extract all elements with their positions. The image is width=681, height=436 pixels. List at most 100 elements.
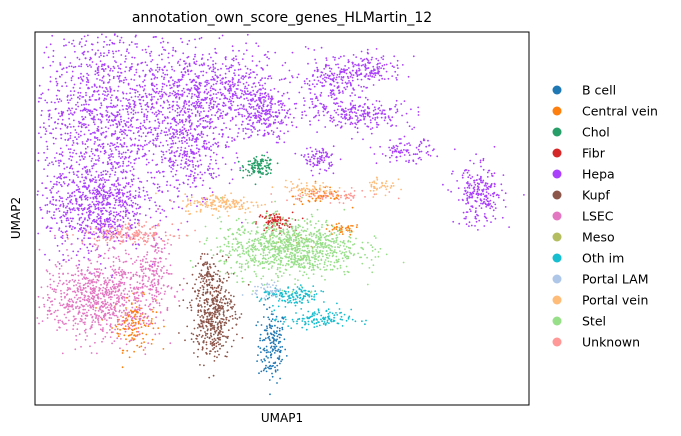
point: [329, 74, 331, 77]
point: [278, 327, 281, 330]
point: [112, 104, 115, 107]
point: [382, 55, 385, 57]
point: [313, 49, 316, 51]
point: [122, 41, 125, 44]
point: [195, 63, 197, 66]
point: [464, 217, 467, 220]
point: [88, 190, 91, 193]
point: [97, 74, 100, 76]
point: [172, 104, 175, 107]
point: [163, 66, 166, 69]
point: [374, 113, 377, 116]
point: [427, 153, 430, 156]
point: [212, 127, 215, 130]
point: [99, 177, 102, 180]
point: [465, 202, 467, 205]
point: [391, 65, 394, 68]
point: [130, 120, 133, 122]
point: [95, 86, 98, 89]
point: [395, 155, 398, 158]
point: [95, 203, 97, 206]
point: [202, 133, 205, 136]
point: [144, 139, 147, 142]
point: [210, 149, 213, 152]
point: [371, 103, 374, 106]
point: [354, 126, 357, 129]
point: [53, 175, 56, 178]
point: [144, 198, 146, 201]
point: [411, 128, 414, 131]
point: [123, 131, 125, 134]
point: [131, 173, 134, 176]
point: [345, 72, 348, 75]
series-central-vein: [95, 180, 358, 369]
point: [169, 146, 172, 149]
point: [67, 219, 70, 222]
point: [46, 197, 48, 200]
point: [37, 232, 40, 235]
point: [106, 105, 108, 108]
point: [266, 333, 269, 336]
point: [270, 129, 273, 132]
point: [178, 80, 181, 83]
point: [118, 153, 120, 155]
point: [86, 140, 88, 143]
point: [99, 217, 101, 220]
point: [301, 203, 304, 206]
point: [72, 226, 74, 228]
point: [102, 46, 105, 48]
point: [260, 359, 263, 361]
point: [170, 86, 173, 89]
point: [72, 179, 75, 182]
point: [161, 95, 164, 98]
point: [117, 49, 120, 52]
point: [351, 122, 354, 125]
point: [351, 111, 354, 114]
point: [409, 144, 411, 147]
point: [180, 166, 182, 169]
point: [77, 190, 80, 193]
point: [86, 169, 89, 171]
point: [281, 328, 284, 331]
point: [183, 102, 186, 105]
point: [197, 303, 200, 305]
point: [58, 227, 61, 230]
point: [280, 106, 283, 109]
point: [288, 97, 290, 100]
point: [100, 222, 103, 225]
point: [349, 116, 351, 119]
point: [214, 89, 217, 92]
point: [181, 137, 184, 139]
point: [47, 164, 49, 167]
point: [181, 75, 184, 78]
point: [364, 112, 367, 115]
point: [228, 90, 231, 92]
point: [259, 160, 262, 163]
point: [79, 82, 82, 85]
point: [65, 144, 68, 147]
point: [296, 76, 299, 79]
point: [346, 226, 349, 229]
point: [523, 194, 525, 196]
point: [119, 67, 122, 70]
point: [260, 370, 263, 373]
point: [275, 339, 278, 342]
point: [232, 95, 234, 98]
point: [228, 66, 231, 69]
point: [207, 165, 210, 168]
point: [72, 142, 75, 144]
point: [48, 259, 51, 261]
point: [332, 56, 335, 58]
point: [94, 136, 96, 138]
point: [317, 119, 320, 122]
point: [301, 114, 304, 116]
point: [212, 172, 215, 175]
point: [95, 63, 98, 66]
point: [452, 170, 454, 173]
point: [258, 119, 261, 122]
point: [485, 198, 488, 201]
point: [318, 114, 321, 117]
point: [213, 324, 215, 327]
point: [186, 131, 189, 134]
point: [263, 368, 266, 370]
